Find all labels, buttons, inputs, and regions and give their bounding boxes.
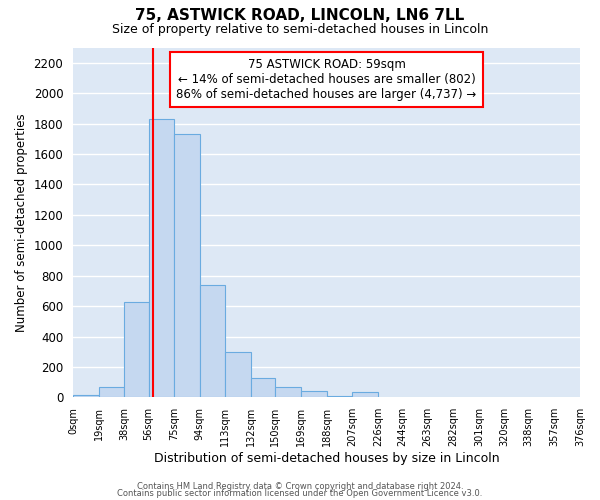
Bar <box>301 392 326 398</box>
Bar <box>149 119 174 398</box>
Text: 75 ASTWICK ROAD: 59sqm
← 14% of semi-detached houses are smaller (802)
86% of se: 75 ASTWICK ROAD: 59sqm ← 14% of semi-det… <box>176 58 476 101</box>
Bar <box>226 352 251 398</box>
Bar <box>73 395 98 398</box>
Text: Size of property relative to semi-detached houses in Lincoln: Size of property relative to semi-detach… <box>112 22 488 36</box>
Bar <box>124 302 149 398</box>
X-axis label: Distribution of semi-detached houses by size in Lincoln: Distribution of semi-detached houses by … <box>154 452 499 465</box>
Bar <box>352 392 378 398</box>
Text: Contains HM Land Registry data © Crown copyright and database right 2024.: Contains HM Land Registry data © Crown c… <box>137 482 463 491</box>
Bar <box>275 386 301 398</box>
Bar <box>98 388 124 398</box>
Bar <box>174 134 200 398</box>
Text: Contains public sector information licensed under the Open Government Licence v3: Contains public sector information licen… <box>118 490 482 498</box>
Bar <box>251 378 275 398</box>
Bar <box>200 285 226 398</box>
Text: 75, ASTWICK ROAD, LINCOLN, LN6 7LL: 75, ASTWICK ROAD, LINCOLN, LN6 7LL <box>136 8 464 22</box>
Bar <box>326 396 352 398</box>
Y-axis label: Number of semi-detached properties: Number of semi-detached properties <box>15 113 28 332</box>
